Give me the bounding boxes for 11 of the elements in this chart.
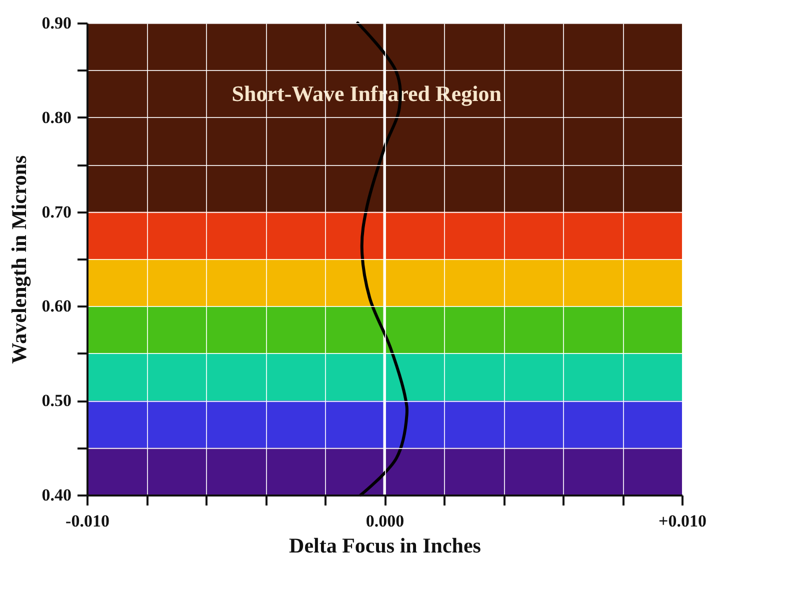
x-tick-label: +0.010 — [658, 512, 706, 530]
x-tick-label: 0.000 — [366, 512, 404, 530]
y-axis-title: Wavelength in Microns — [6, 155, 31, 364]
x-axis-title: Delta Focus in Inches — [289, 534, 481, 558]
y-tick-label: 0.40 — [42, 486, 72, 504]
y-tick-label: 0.70 — [42, 202, 72, 222]
y-tick-label: 0.90 — [42, 14, 72, 32]
y-tick-label: 0.60 — [42, 296, 72, 316]
y-tick-label: 0.80 — [42, 108, 72, 127]
x-tick-label: -0.010 — [66, 512, 110, 530]
y-tick-label: 0.50 — [42, 391, 72, 410]
